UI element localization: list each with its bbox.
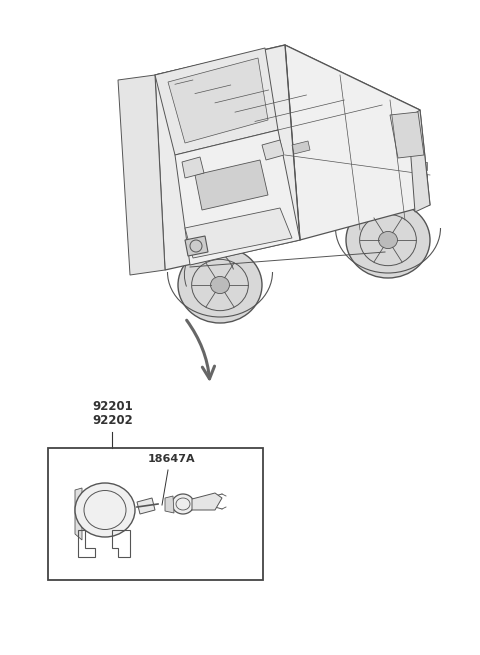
Polygon shape	[155, 48, 278, 155]
Polygon shape	[168, 58, 268, 143]
Polygon shape	[118, 75, 165, 275]
Ellipse shape	[172, 494, 194, 514]
Bar	[48, 448, 263, 580]
Polygon shape	[75, 488, 82, 540]
Bar	[415, 175, 427, 183]
Polygon shape	[185, 236, 208, 256]
Bar	[312, 180, 332, 186]
Ellipse shape	[178, 247, 262, 323]
Polygon shape	[292, 141, 310, 154]
Ellipse shape	[211, 276, 229, 293]
Polygon shape	[390, 112, 424, 158]
Polygon shape	[165, 496, 174, 513]
Ellipse shape	[379, 231, 397, 248]
Polygon shape	[185, 208, 292, 258]
Text: 92201: 92201	[92, 400, 133, 413]
Text: 92202: 92202	[92, 414, 133, 427]
Ellipse shape	[75, 483, 135, 537]
Ellipse shape	[346, 202, 430, 278]
Polygon shape	[155, 45, 300, 270]
Bar	[415, 162, 427, 170]
Polygon shape	[262, 140, 284, 160]
Polygon shape	[195, 160, 268, 210]
Polygon shape	[137, 498, 155, 514]
Polygon shape	[175, 130, 300, 265]
Polygon shape	[408, 110, 430, 212]
Polygon shape	[155, 45, 420, 140]
Polygon shape	[192, 493, 222, 510]
Polygon shape	[182, 157, 204, 178]
Polygon shape	[215, 52, 315, 108]
Polygon shape	[285, 45, 430, 240]
Bar	[362, 189, 382, 195]
Text: 18647A: 18647A	[148, 454, 196, 464]
